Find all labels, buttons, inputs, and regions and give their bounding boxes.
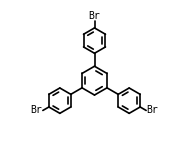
Text: Br: Br	[89, 11, 100, 21]
Text: Br: Br	[31, 105, 43, 115]
Text: Br: Br	[146, 105, 158, 115]
